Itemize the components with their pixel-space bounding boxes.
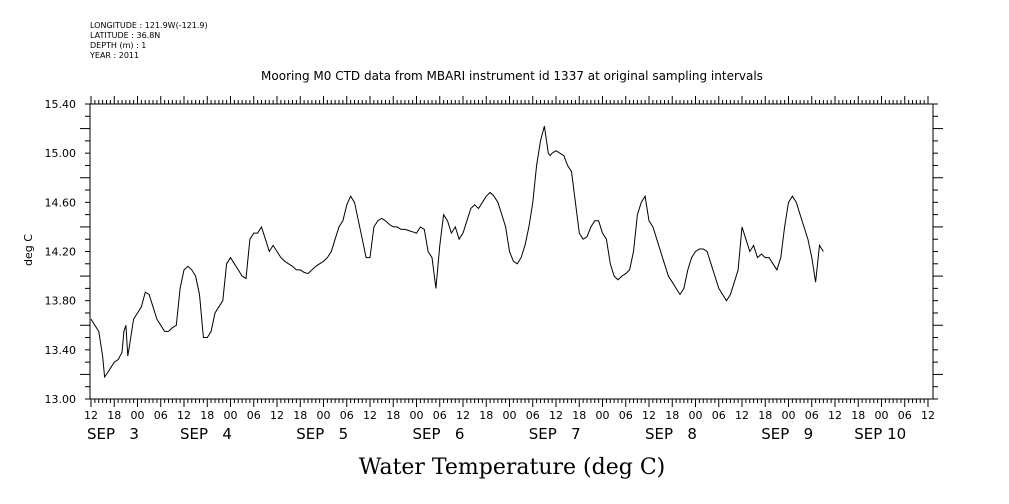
hour-tick-label: 18 [479, 409, 493, 422]
axis-ticks [80, 96, 943, 407]
hour-tick-label: 06 [340, 409, 354, 422]
hour-tick-label: 18 [665, 409, 679, 422]
hour-tick-label: 00 [317, 409, 331, 422]
hour-tick-label: 00 [410, 409, 424, 422]
y-tick-label: 14.60 [45, 196, 77, 209]
hour-tick-label: 12 [735, 409, 749, 422]
day-label: SEP 5 [296, 425, 348, 443]
hour-tick-label: 18 [107, 409, 121, 422]
hour-tick-label: 18 [572, 409, 586, 422]
latitude-label: LATITUDE : 36.8N [90, 31, 161, 40]
day-label: SEP 7 [529, 425, 581, 443]
series-layer [90, 125, 824, 379]
y-tick-label: 13.00 [45, 393, 77, 406]
hour-tick-label: 00 [131, 409, 145, 422]
depth-label: DEPTH (m) : 1 [90, 41, 147, 50]
y-tick-label: 13.40 [45, 344, 77, 357]
hour-tick-label: 06 [433, 409, 447, 422]
hour-tick-label: 06 [898, 409, 912, 422]
day-label: SEP 10 [854, 425, 906, 443]
day-label: SEP 3 [87, 425, 139, 443]
hour-tick-label: 12 [84, 409, 98, 422]
hour-tick-label: 06 [247, 409, 261, 422]
longitude-label: LONGITUDE : 121.9W(-121.9) [90, 21, 208, 30]
hour-tick-label: 12 [828, 409, 842, 422]
hour-tick-label: 00 [782, 409, 796, 422]
hour-tick-label: 00 [875, 409, 889, 422]
hour-tick-label: 12 [456, 409, 470, 422]
hour-tick-label: 00 [596, 409, 610, 422]
tick-labels: 13.00 13.40 13.80 14.20 14.60 15.00 15.40 12 18 0… [45, 98, 936, 443]
hour-tick-label: 18 [200, 409, 214, 422]
hour-tick-label: 06 [712, 409, 726, 422]
hour-tick-label: 12 [177, 409, 191, 422]
hour-tick-label: 00 [224, 409, 238, 422]
day-label: SEP 4 [180, 425, 232, 443]
hour-tick-label: 18 [386, 409, 400, 422]
y-tick-label: 15.40 [45, 98, 77, 111]
hour-tick-label: 18 [758, 409, 772, 422]
temperature-series-line [90, 125, 824, 379]
hour-tick-label: 00 [689, 409, 703, 422]
x-axis-label: Water Temperature (deg C) [359, 455, 666, 480]
day-label: SEP 9 [761, 425, 813, 443]
hour-tick-label: 12 [270, 409, 284, 422]
hour-tick-label: 12 [642, 409, 656, 422]
hour-tick-label: 18 [293, 409, 307, 422]
hour-tick-label: 06 [805, 409, 819, 422]
hour-tick-label: 12 [549, 409, 563, 422]
hour-tick-label: 00 [503, 409, 517, 422]
hour-tick-label: 12 [921, 409, 935, 422]
hour-tick-label: 12 [363, 409, 377, 422]
hour-tick-label: 06 [154, 409, 168, 422]
hour-tick-label: 06 [526, 409, 540, 422]
day-label: SEP 6 [413, 425, 465, 443]
day-label: SEP 8 [645, 425, 697, 443]
chart-title: Mooring M0 CTD data from MBARI instrumen… [261, 69, 763, 83]
year-label: YEAR : 2011 [90, 51, 140, 60]
y-tick-label: 13.80 [45, 295, 77, 308]
y-tick-label: 15.00 [45, 147, 77, 160]
y-tick-label: 14.20 [45, 246, 77, 259]
hour-tick-label: 06 [619, 409, 633, 422]
metadata-block: LONGITUDE : 121.9W(-121.9) LATITUDE : 36… [90, 21, 208, 61]
plot-frame [89, 103, 934, 400]
hour-tick-label: 18 [851, 409, 865, 422]
y-axis-label: deg C [22, 234, 35, 266]
